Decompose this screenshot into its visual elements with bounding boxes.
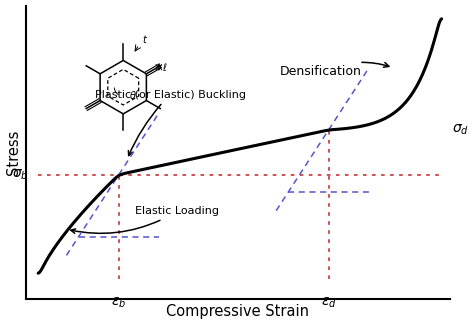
Text: $\theta$: $\theta$ — [128, 89, 137, 101]
Text: $\sigma_b$: $\sigma_b$ — [12, 167, 28, 182]
Text: Densification: Densification — [280, 62, 389, 78]
Text: $\epsilon_b$: $\epsilon_b$ — [111, 295, 127, 309]
Text: $\epsilon_d$: $\epsilon_d$ — [321, 295, 337, 309]
Text: Plastic (or Elastic) Buckling: Plastic (or Elastic) Buckling — [95, 89, 246, 156]
Y-axis label: Stress: Stress — [6, 130, 20, 175]
Text: $\ell$: $\ell$ — [162, 61, 167, 73]
Text: $t$: $t$ — [142, 32, 148, 45]
Text: Elastic Loading: Elastic Loading — [71, 206, 219, 233]
X-axis label: Compressive Strain: Compressive Strain — [166, 305, 310, 319]
Text: $\sigma_d$: $\sigma_d$ — [452, 123, 469, 137]
